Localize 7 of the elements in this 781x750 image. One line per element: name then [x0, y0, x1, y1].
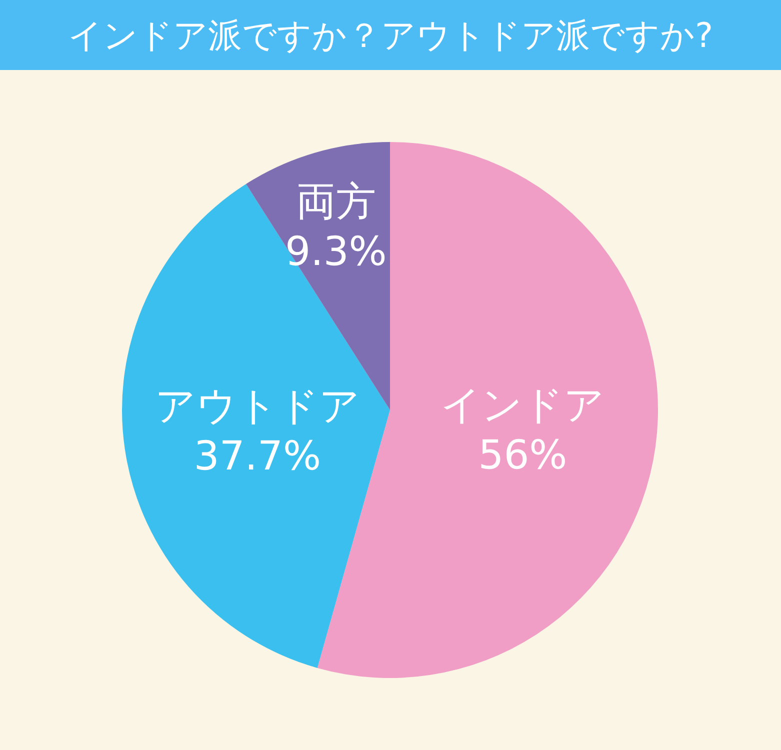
data-label: 37.7% [194, 434, 321, 480]
slice-label: 両方 [296, 178, 376, 225]
slice-label: アウトドア [154, 384, 360, 430]
chart-title: インドア派ですか？アウトドア派ですか? [68, 16, 714, 56]
data-label: 9.3% [285, 228, 387, 275]
slice-label: インドア [440, 382, 605, 428]
data-label: 56% [478, 432, 568, 478]
